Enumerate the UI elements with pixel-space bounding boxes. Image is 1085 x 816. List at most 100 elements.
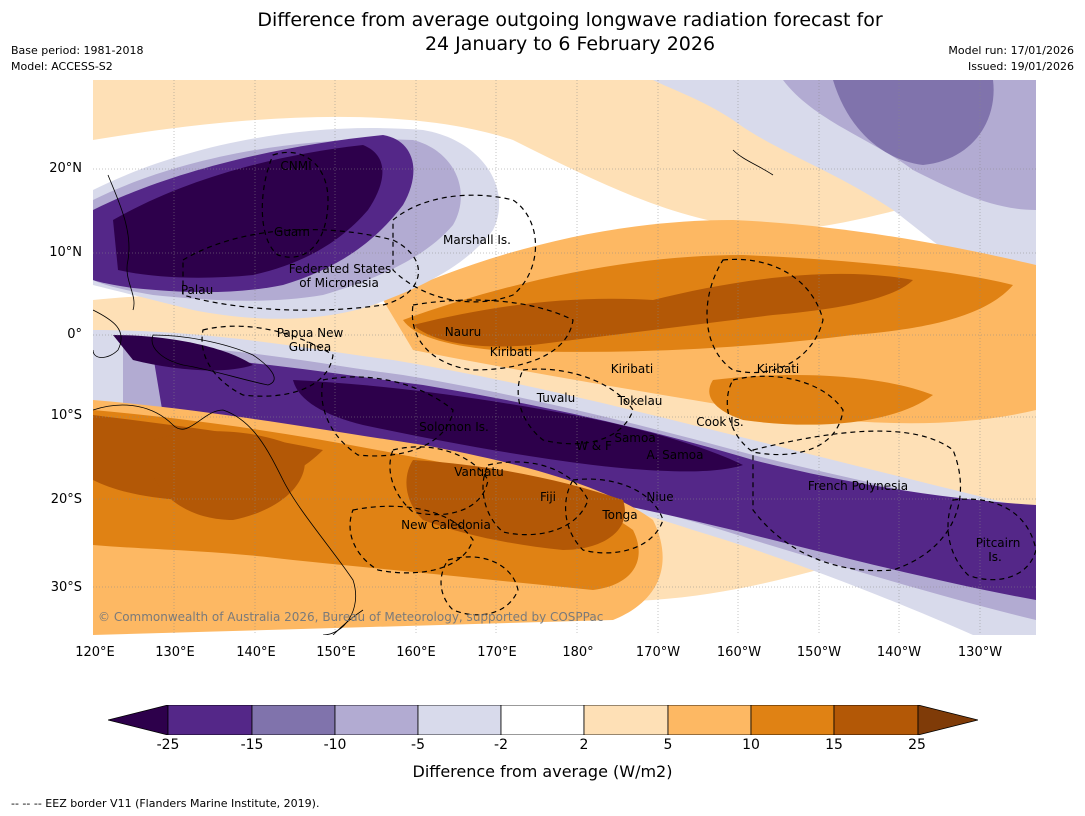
place-pitcairn-line2: Is.: [988, 550, 1002, 564]
place-solomon: Solomon Is.: [419, 420, 489, 434]
place-nauru: Nauru: [444, 325, 482, 339]
lon-label-150w: 150°W: [796, 645, 842, 660]
title-line-1: Difference from average outgoing longwav…: [257, 9, 883, 31]
meta-right: Model run: 17/01/2026 Issued: 19/01/2026: [948, 43, 1074, 75]
eez-pitcairn: [947, 498, 1036, 581]
lon-label-130e: 130°E: [155, 645, 195, 660]
eez-cnmi: [261, 151, 329, 258]
eq-brown: [413, 273, 913, 347]
eez-marshall: [392, 194, 537, 303]
place-wallis-futuna: W & F: [576, 439, 612, 453]
colorbar-tick-minus25: -25: [156, 737, 180, 753]
colorbar-label: Difference from average (W/m2): [412, 762, 673, 781]
place-palau: Palau: [180, 283, 214, 297]
eez-nauru-kiribati: [411, 299, 574, 371]
colorbar-tick-25: 25: [908, 737, 926, 753]
lon-label-160w: 160°W: [716, 645, 762, 660]
hawaii-coast: [732, 149, 774, 176]
place-pitcairn-line1: Pitcairn: [975, 536, 1021, 550]
lon-label-120e: 120°E: [75, 645, 115, 660]
eez-french-polynesia: [752, 430, 961, 572]
place-cook: Cook Is.: [696, 415, 744, 429]
place-marshall: Marshall Is.: [443, 233, 511, 247]
colorbar-bin-6: [667, 705, 752, 735]
colorbar-tick-minus2: -2: [494, 737, 508, 753]
place-fiji: Fiji: [539, 490, 557, 504]
place-cnmi: CNMI: [280, 159, 312, 173]
eez-lord-howe: [440, 556, 519, 616]
colorbar-tick-5: 5: [663, 737, 673, 753]
colorbar-bin-3: [417, 705, 502, 735]
colorbar-bin-7: [750, 705, 835, 735]
new-zealand-coast: [332, 609, 364, 635]
colorbar-low-extension: [108, 705, 169, 735]
lat-label-10s: 10°S: [50, 408, 82, 423]
ne-purple: [833, 80, 994, 165]
eez-tokelau-tuvalu: [517, 368, 634, 445]
colorbar-tick-2: 2: [579, 737, 589, 753]
lon-label-140w: 140°W: [876, 645, 922, 660]
eez-vanuatu: [389, 446, 489, 516]
lon-label-130w: 130°W: [957, 645, 1003, 660]
copyright-notice: © Commonwealth of Australia 2026, Bureau…: [98, 610, 604, 624]
lon-label-170w: 170°W: [635, 645, 681, 660]
place-png-line1: Papua New: [276, 326, 344, 340]
colorbar-tick-minus10: -10: [323, 737, 347, 753]
lon-label-140e: 140°E: [236, 645, 276, 660]
eez-micronesia: [182, 229, 420, 311]
place-guam: Guam: [274, 225, 310, 239]
place-kiribati-west: Kiribati: [489, 345, 533, 359]
lon-label-150e: 150°E: [316, 645, 356, 660]
lon-label-160e: 160°E: [396, 645, 436, 660]
eez-kiribati-east: [706, 258, 824, 374]
place-new-caledonia: New Caledonia: [401, 518, 491, 532]
place-niue: Niue: [646, 490, 674, 504]
wp-deep-purple: [113, 145, 383, 278]
title-line-2: 24 January to 6 February 2026: [424, 33, 716, 55]
base-period: Base period: 1981-2018: [11, 44, 144, 57]
eez-borders: [182, 151, 1036, 616]
new-guinea-coast: [151, 334, 275, 386]
australia-brown: [153, 431, 305, 520]
eez-footnote: -- -- -- EEZ border V11 (Flanders Marine…: [11, 797, 320, 810]
lat-label-20s: 20°S: [50, 492, 82, 507]
eez-png: [201, 325, 334, 397]
place-american-samoa: A. Samoa: [646, 448, 704, 462]
place-tonga: Tonga: [602, 508, 638, 522]
lat-label-20n: 20°N: [49, 161, 82, 176]
place-png-line2: Guinea: [288, 340, 332, 354]
se-orange: [709, 375, 933, 425]
lat-label-equator: 0°: [67, 327, 82, 342]
philippines-coast: [107, 174, 135, 311]
place-french-polynesia: French Polynesia: [807, 479, 909, 493]
lon-label-170e: 170°E: [477, 645, 517, 660]
colorbar-bin-2: [334, 705, 419, 735]
model-name: Model: ACCESS-S2: [11, 60, 113, 73]
colorbar-bin-4: [500, 705, 585, 735]
map-title: Difference from average outgoing longwav…: [0, 8, 1085, 56]
borneo-coast: [93, 309, 122, 358]
australia-coast: [93, 404, 357, 635]
place-fsm-line2: of Micronesia: [299, 276, 379, 290]
colorbar-tick-minus5: -5: [411, 737, 425, 753]
eez-new-caledonia: [349, 505, 474, 574]
png-cold-pool: [113, 335, 253, 371]
place-samoa: Samoa: [614, 431, 656, 445]
place-kiribati-central: Kiribati: [610, 362, 654, 376]
place-tuvalu: Tuvalu: [536, 391, 576, 405]
lat-label-10n: 10°N: [49, 245, 82, 260]
colorbar-tick-15: 15: [825, 737, 843, 753]
colorbar: [108, 705, 978, 735]
meta-left: Base period: 1981-2018 Model: ACCESS-S2: [11, 43, 143, 75]
colorbar-bin-0: [167, 705, 253, 735]
place-kiribati-east: Kiribati: [756, 362, 800, 376]
colorbar-tick-10: 10: [742, 737, 760, 753]
coastlines: [93, 149, 774, 635]
colorbar-bin-8: [833, 705, 919, 735]
place-vanuatu: Vanuatu: [454, 465, 504, 479]
model-run: Model run: 17/01/2026: [948, 44, 1074, 57]
colorbar-bin-5: [583, 705, 669, 735]
eez-fiji: [482, 461, 589, 536]
eez-tonga-niue: [564, 478, 664, 554]
olr-anomaly-map: [93, 80, 1036, 635]
